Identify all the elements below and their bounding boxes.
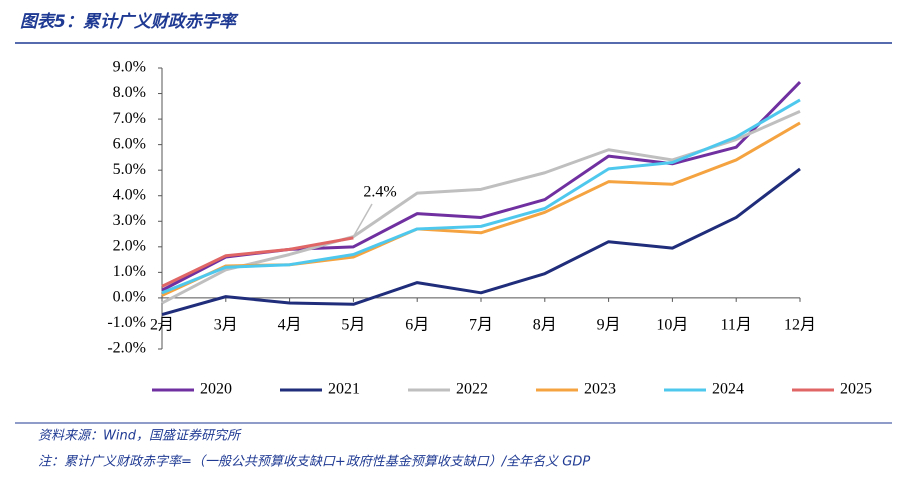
- x-tick-label: 11月: [720, 317, 751, 334]
- x-tick-label: 2月: [150, 317, 174, 334]
- x-tick-label: 10月: [656, 317, 688, 334]
- x-tick-label: 5月: [341, 317, 365, 334]
- annotation-leader: [352, 203, 373, 237]
- legend-label: 2022: [456, 381, 488, 398]
- legend-label: 2020: [200, 381, 232, 398]
- series-line: [161, 110, 801, 305]
- x-tick-label: 9月: [597, 317, 621, 334]
- y-tick-label: 8.0%: [113, 84, 146, 101]
- y-tick-label: 6.0%: [113, 135, 146, 152]
- source: 资料来源：Wind，国盛证券研究所: [38, 428, 242, 444]
- series-line: [161, 236, 354, 288]
- annotation: 2.4%: [363, 184, 396, 201]
- y-tick-label: -1.0%: [107, 314, 146, 331]
- note: 注：累计广义财政赤字率=（一般公共预算收支缺口+政府性基金预算收支缺口）/全年名…: [38, 454, 590, 470]
- y-tick-label: 3.0%: [113, 212, 146, 229]
- y-tick-label: 7.0%: [113, 110, 146, 127]
- series-line: [161, 81, 802, 292]
- legend-label: 2025: [840, 381, 872, 398]
- y-tick-label: 2.0%: [113, 237, 146, 254]
- x-tick-label: 4月: [278, 317, 302, 334]
- x-tick-label: 6月: [405, 317, 429, 334]
- x-tick-label: 12月: [784, 317, 816, 334]
- legend-label: 2024: [712, 381, 744, 398]
- y-tick-label: -2.0%: [107, 340, 146, 357]
- series-line: [161, 98, 801, 295]
- legend-label: 2021: [328, 381, 360, 398]
- y-tick-label: 1.0%: [113, 263, 146, 280]
- legend-label: 2023: [584, 381, 616, 398]
- y-tick-label: 4.0%: [113, 186, 146, 203]
- series-line: [161, 167, 801, 316]
- chart-title: 图表5：累计广义财政赤字率: [20, 12, 239, 32]
- y-tick-label: 5.0%: [113, 161, 146, 178]
- x-tick-label: 3月: [214, 317, 238, 334]
- y-tick-label: 0.0%: [113, 289, 146, 306]
- y-tick-label: 9.0%: [113, 59, 146, 76]
- x-tick-label: 7月: [469, 317, 493, 334]
- x-tick-label: 8月: [533, 317, 557, 334]
